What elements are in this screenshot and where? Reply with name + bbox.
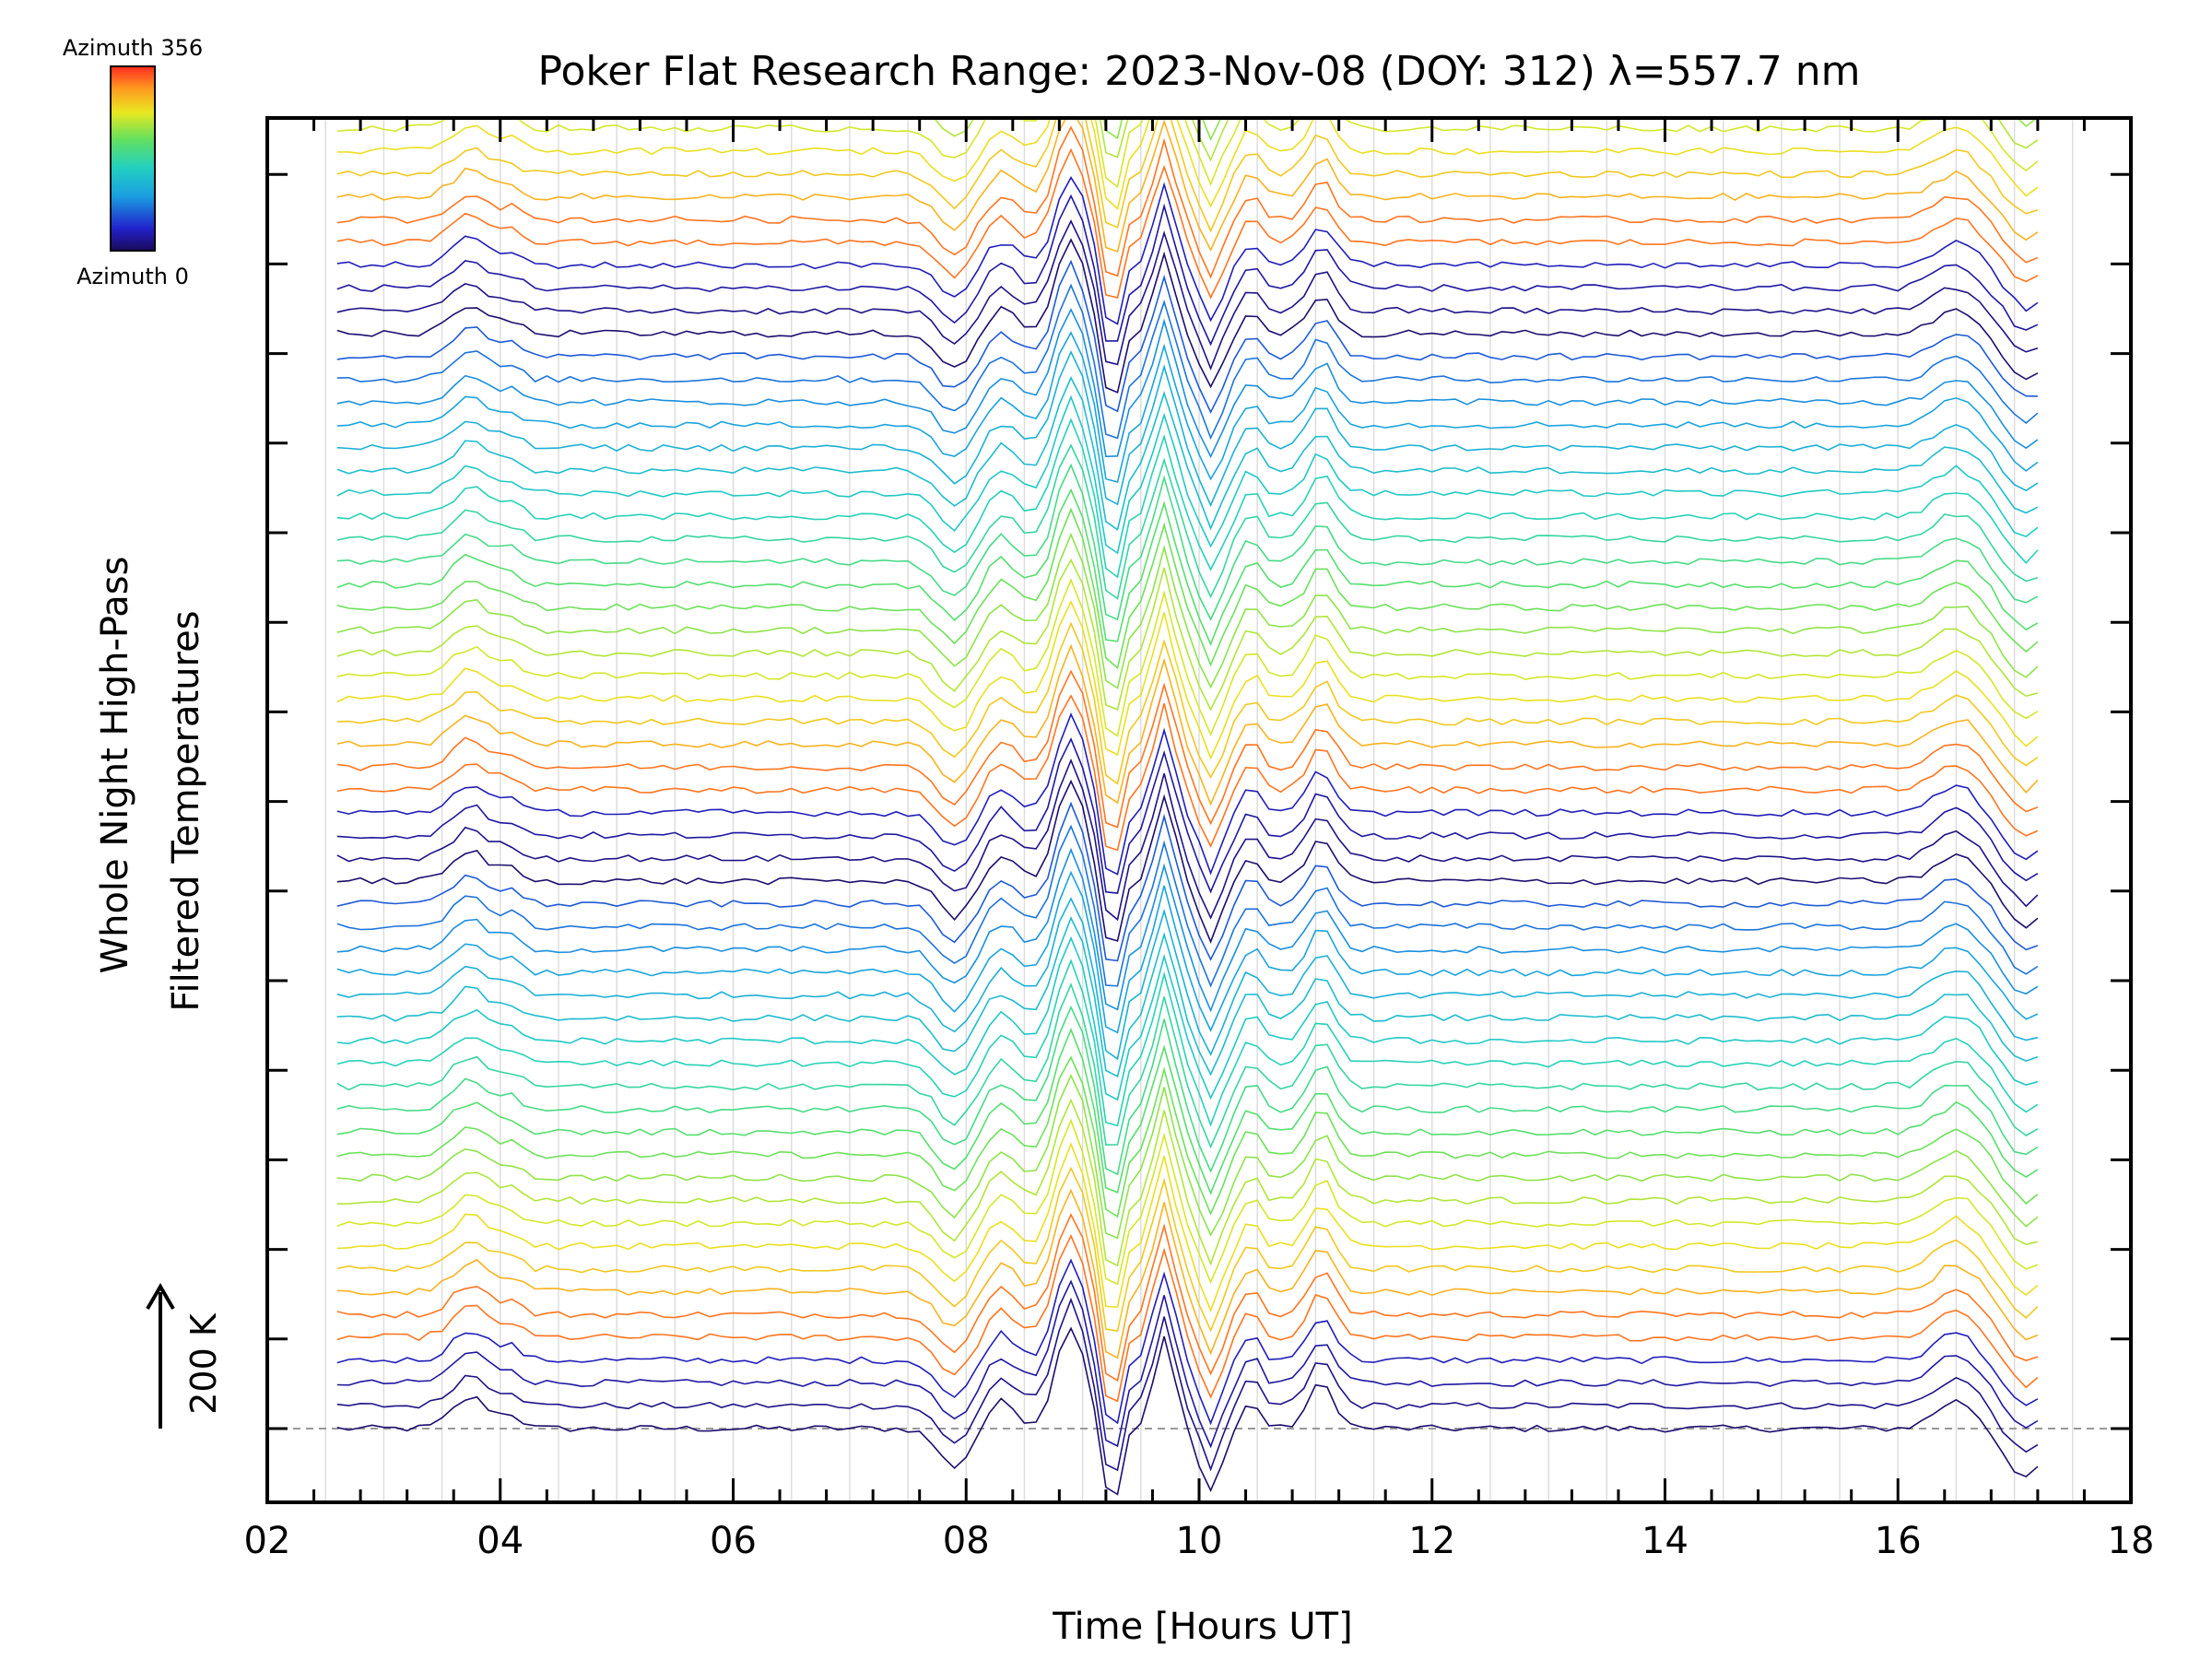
series-line <box>336 1233 2039 1403</box>
x-tick-label: 16 <box>1875 1520 1922 1562</box>
series-line <box>336 349 2039 508</box>
series-line <box>336 463 2039 621</box>
series-line <box>336 1297 2039 1472</box>
series-line <box>336 219 2039 371</box>
x-tick-label: 04 <box>477 1520 524 1562</box>
series-line <box>336 147 2039 300</box>
series-line <box>336 897 2039 1061</box>
series-line <box>336 558 2039 712</box>
x-tick-label: 06 <box>710 1520 757 1562</box>
chart-title: Poker Flat Research Range: 2023-Nov-08 (… <box>537 48 1860 95</box>
series-line <box>336 331 2039 483</box>
series-line <box>336 870 2039 1034</box>
series-line <box>336 176 2039 325</box>
series-line <box>336 847 2039 1013</box>
series-line <box>336 194 2039 347</box>
x-tick-label: 10 <box>1176 1520 1223 1562</box>
series-line <box>336 1326 2039 1496</box>
series-line <box>336 915 2039 1078</box>
series-line <box>336 238 2039 394</box>
series-line <box>336 669 2039 829</box>
plot-area: 02 04 06 08 10 12 14 16 18 <box>244 0 2155 1562</box>
series-line <box>336 259 2038 415</box>
series-line <box>336 1213 2039 1382</box>
series-line <box>336 118 2039 233</box>
colorbar-bottom-label: Azimuth 0 <box>76 264 189 289</box>
series-line <box>337 0 2038 23</box>
series-line <box>336 824 2039 988</box>
scale-bar-arrow-head <box>146 1283 175 1311</box>
series-line <box>336 694 2039 852</box>
x-tick-label: 02 <box>244 1520 291 1562</box>
series-line <box>336 1118 2039 1286</box>
series-line <box>336 736 2039 894</box>
series-line <box>336 1028 2039 1195</box>
gridlines <box>324 118 2074 1502</box>
series-line <box>336 621 2039 785</box>
series-line <box>336 308 2039 459</box>
series-line <box>336 532 2039 689</box>
series-line <box>336 118 2039 253</box>
series-line <box>336 283 2039 441</box>
series-line <box>336 935 2039 1101</box>
colorbar-gradient <box>110 65 156 252</box>
series-line <box>336 1098 2039 1267</box>
series-line <box>336 376 2039 532</box>
series-line <box>336 1166 2039 1333</box>
colorbar: Azimuth 356 Azimuth 0 <box>63 35 203 289</box>
scale-bar: 200 K <box>146 1283 224 1429</box>
series-line <box>336 125 2039 279</box>
series-line <box>336 1188 2039 1359</box>
series-line <box>336 982 2039 1149</box>
series-line <box>336 1074 2039 1240</box>
series-line <box>336 1055 2039 1218</box>
series-line <box>336 578 2039 737</box>
series-line <box>336 443 2039 600</box>
axis-ticks <box>265 118 2133 1502</box>
x-tick-label: 12 <box>1408 1520 1455 1562</box>
series-line <box>336 1279 2039 1449</box>
series-line <box>336 418 2039 579</box>
series-line <box>336 1142 2039 1313</box>
series-line <box>336 118 2039 189</box>
colorbar-top-label: Azimuth 356 <box>63 35 203 61</box>
series-lines <box>336 0 2039 1496</box>
series-line <box>337 0 2038 45</box>
series-line <box>337 0 2038 3</box>
y-axis-label-line1: Whole Night High-Pass <box>94 557 136 974</box>
series-line <box>336 1258 2039 1426</box>
x-tick-labels: 02 04 06 08 10 12 14 16 18 <box>244 1520 2155 1562</box>
series-line <box>336 801 2039 962</box>
series-line <box>336 488 2039 646</box>
series-line <box>336 507 2039 670</box>
series-line <box>336 959 2039 1127</box>
series-line <box>336 643 2039 806</box>
scale-bar-label: 200 K <box>183 1312 224 1415</box>
x-axis-label: Time [Hours UT] <box>1052 1606 1352 1648</box>
series-line <box>336 600 2039 760</box>
x-tick-label: 18 <box>2108 1520 2155 1562</box>
x-tick-label: 14 <box>1641 1520 1688 1562</box>
series-line <box>336 779 2039 944</box>
series-line <box>336 758 2039 922</box>
series-line <box>336 712 2039 876</box>
series-line <box>336 1005 2039 1176</box>
series-line <box>336 394 2039 555</box>
series-line <box>336 118 2039 211</box>
x-tick-label: 08 <box>943 1520 990 1562</box>
y-axis-label-line2: Filtered Temperatures <box>165 610 207 1011</box>
